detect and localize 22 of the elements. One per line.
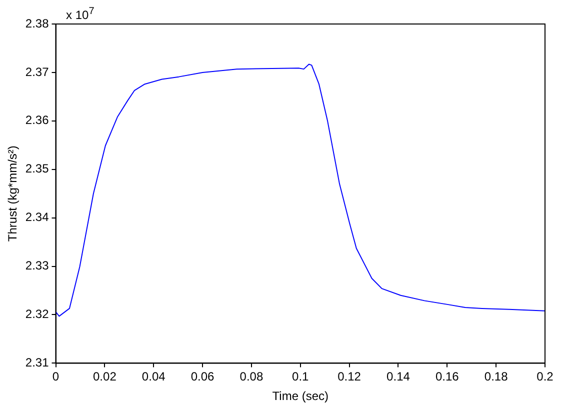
x-tick-label: 0 [52,370,60,384]
y-tick-label: 2.35 [25,162,50,176]
x-tick-label: 0.16 [435,370,460,384]
y-tick-label: 2.38 [25,16,50,30]
y-tick-label: 2.31 [25,356,50,370]
y-tick-label: 2.32 [25,307,50,322]
x-tick-label: 0.14 [386,370,410,384]
y-tick-label: 2.36 [25,113,50,128]
x-tick-label: 0.02 [93,370,117,384]
x-tick-label: 0.18 [484,370,508,384]
x-axis-title: Time (sec) [272,389,328,404]
y-axis-title: Thrust (kg*mm/s²) [6,146,20,242]
x-tick-label: 0.06 [190,370,215,384]
x-tick-label: 0.08 [240,370,264,384]
text: x 10$^{7}$ [66,6,94,22]
y-tick-label: 2.34 [25,210,50,224]
x-tick-label: 0.04 [142,370,166,384]
x-tick-label: 0.2 [536,370,554,384]
y-tick-label: 2.37 [25,64,50,79]
y-tick-label: 2.33 [25,258,50,273]
x-tick-label: 0.1 [292,370,310,384]
x-tick-label: 0.12 [338,370,362,384]
